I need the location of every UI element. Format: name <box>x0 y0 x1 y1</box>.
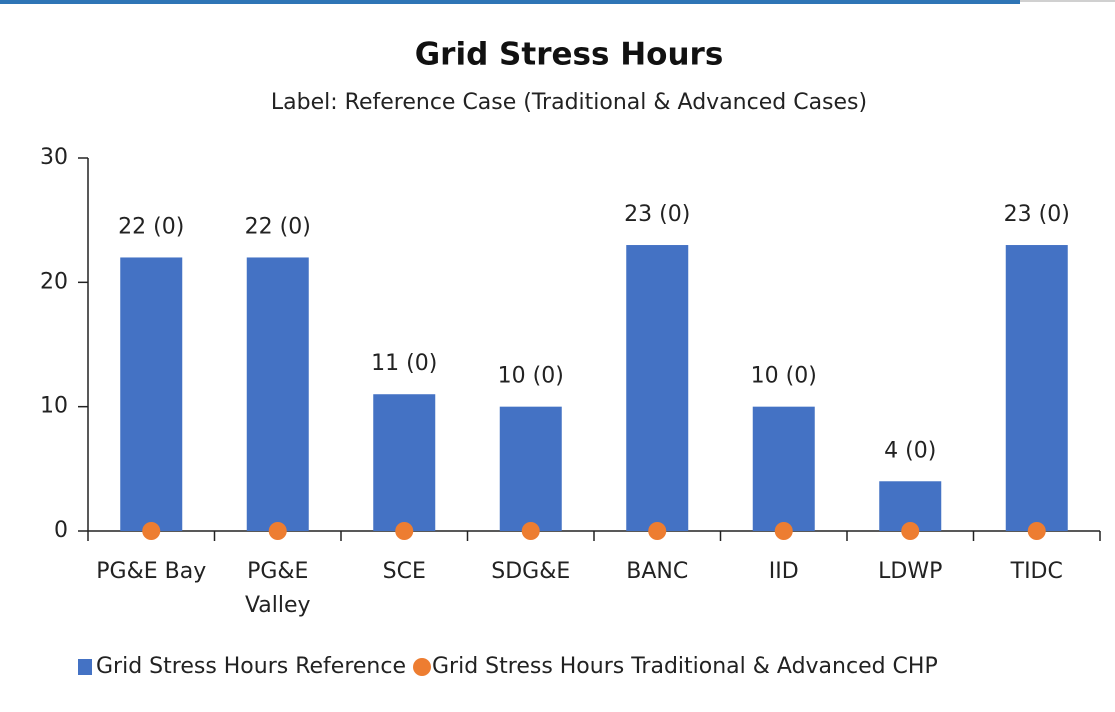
x-tick-label: TIDC <box>1010 559 1063 584</box>
point <box>521 522 540 540</box>
legend-label: Grid Stress Hours Traditional & Advanced… <box>432 654 938 679</box>
point <box>142 522 161 540</box>
bar <box>246 257 309 531</box>
data-label: 23 (0) <box>624 202 690 227</box>
data-label: 22 (0) <box>245 214 311 239</box>
point <box>901 522 920 540</box>
data-label: 10 (0) <box>751 364 817 389</box>
x-tick-label: SCE <box>383 559 426 584</box>
point <box>774 522 793 540</box>
x-tick-label: BANC <box>626 559 688 584</box>
point <box>648 522 667 540</box>
y-tick-label: 0 <box>54 518 68 543</box>
data-label: 22 (0) <box>118 214 184 239</box>
bar <box>499 406 562 531</box>
y-tick-label: 20 <box>40 269 68 294</box>
top-bar <box>0 0 1020 4</box>
data-label: 4 (0) <box>884 438 936 463</box>
data-label: 11 (0) <box>371 351 437 376</box>
y-tick-label: 10 <box>40 394 68 419</box>
x-tick-label: PG&E Valley <box>245 559 311 618</box>
point <box>395 522 414 540</box>
bar <box>373 394 436 531</box>
legend-label: Grid Stress Hours Reference <box>96 654 406 679</box>
chart-subtitle: Label: Reference Case (Traditional & Adv… <box>271 90 867 115</box>
y-tick-label: 30 <box>40 145 68 170</box>
bar <box>626 245 689 532</box>
data-label: 10 (0) <box>498 364 564 389</box>
chart-title: Grid Stress Hours <box>415 37 724 73</box>
bar <box>1005 245 1068 532</box>
data-label: 23 (0) <box>1004 202 1070 227</box>
point <box>1027 522 1046 540</box>
point <box>268 522 287 540</box>
x-tick-label: IID <box>769 559 799 584</box>
bar <box>120 257 183 531</box>
x-tick-label: PG&E Bay <box>96 559 206 584</box>
top-bar-end <box>1020 0 1115 2</box>
x-tick-label: LDWP <box>878 559 942 584</box>
legend-swatch <box>413 658 431 676</box>
x-tick-label: SDG&E <box>491 559 570 584</box>
legend-swatch <box>78 659 92 675</box>
bar <box>752 406 815 531</box>
